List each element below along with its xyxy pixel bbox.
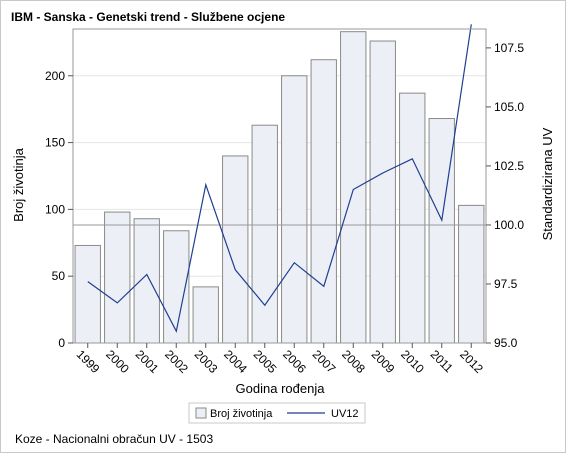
x-tick-label: 2012 [457,347,486,376]
x-tick-label: 2005 [251,347,280,376]
bar [428,118,455,344]
bar [74,244,101,344]
bar [281,75,308,344]
x-tick-label: 2001 [133,347,162,376]
y-axis-right: 95.0 97.5 100.0 102.5 105.0 107.5 [486,41,524,350]
bar [192,286,219,344]
footnote: Koze - Nacionalni obračun UV - 1503 [15,432,214,446]
x-tick-label: 2006 [280,347,309,376]
x-tick-label: 2004 [221,347,250,376]
bar-series [74,31,485,344]
chart-title: IBM - Sanska - Genetski trend - Službene… [11,10,286,24]
y2-tick-label: 97.5 [494,277,518,291]
y-tick-label: 150 [45,136,65,150]
x-tick-label: 2007 [310,347,339,376]
bar [369,40,396,344]
x-axis-title: Godina rođenja [236,381,326,396]
y-tick-label: 200 [45,69,65,83]
y-tick-label: 100 [45,202,65,216]
bar [133,218,160,344]
y2-tick-label: 95.0 [494,336,518,350]
x-tick-label: 2010 [398,347,427,376]
bar [458,204,485,344]
bar [399,92,426,344]
bar [340,31,367,344]
uv12-line [87,24,472,333]
y2-axis-title: Standardizirana UV [540,127,555,240]
y2-tick-label: 102.5 [494,159,524,173]
x-tick-label: 2009 [369,347,398,376]
y-tick-label: 50 [52,269,66,283]
bar [104,211,131,344]
legend-line-label: UV12 [331,408,359,420]
legend-box [188,402,366,424]
x-tick-label: 2000 [103,347,132,376]
bar [251,124,278,344]
x-axis: 1999 2000 2001 2002 2003 2004 2005 2006 2007 2008… [74,343,486,376]
legend-bar-label: Broj životinja [210,408,273,420]
x-tick-label: 2011 [428,347,456,375]
x-tick-label: 2002 [162,347,191,376]
legend: Broj životinja UV12 [188,402,366,424]
y-axis-left: 0 50 100 150 200 [45,69,73,350]
line-series [87,24,472,333]
y-axis-title: Broj životinja [11,147,26,221]
x-tick-label: 1999 [74,347,103,376]
plot-border [72,28,487,344]
legend-bar-swatch [195,407,207,419]
y2-tick-label: 107.5 [494,41,524,55]
y2-tick-label: 105.0 [494,100,524,114]
bar [310,59,337,344]
y2-tick-label: 100.0 [494,218,524,232]
y-tick-label: 0 [58,336,65,350]
bar [222,155,249,344]
x-tick-label: 2003 [192,347,221,376]
plot-frame [72,28,487,344]
x-tick-label: 2008 [339,347,368,376]
